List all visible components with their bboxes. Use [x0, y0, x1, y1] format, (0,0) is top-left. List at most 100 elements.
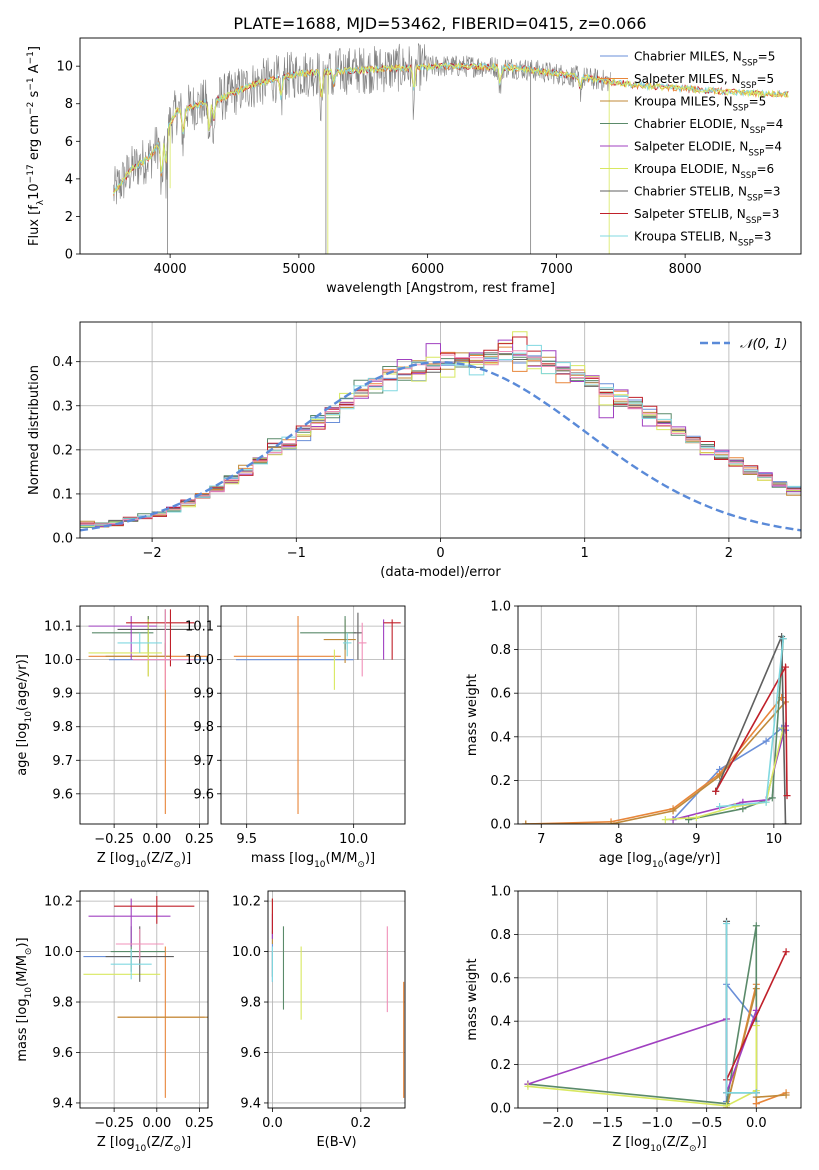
y-tick-label: 0.2: [490, 1058, 511, 1073]
y-tick-label: 9.8: [52, 720, 73, 735]
legend-label: Salpeter STELIB, NSSP=3: [634, 207, 779, 226]
x-tick-label: 1: [581, 546, 589, 561]
x-tick-label: 7000: [540, 262, 573, 277]
histogram-area: [80, 331, 801, 532]
legend-label: Kroupa ELODIE, NSSP=6: [634, 162, 774, 181]
x-tick-label: 7: [537, 832, 545, 847]
y-tick-label: 0.2: [52, 443, 73, 458]
x-axis-label-part: Z [log: [97, 1135, 135, 1150]
y-axis-label-part: −1: [26, 77, 36, 90]
y-tick-label: 0.0: [52, 532, 73, 547]
errorbar-area: [83, 896, 208, 1098]
errorbar-point: [357, 622, 367, 677]
x-axis-label-part: (M/M: [326, 851, 358, 866]
legend-label: Chabrier ELODIE, NSSP=4: [634, 117, 783, 136]
x-axis-label-part: age [log: [599, 851, 652, 866]
errorbar-area: [88, 609, 208, 814]
plus-marker: [607, 820, 615, 824]
x-axis-label: Z [log10(Z/Z⊙)]: [97, 851, 191, 870]
mass-weight-series-5: [527, 1025, 758, 1107]
x-tick-label: 0.00: [142, 832, 171, 847]
legend-label: Kroupa STELIB, NSSP=3: [634, 230, 772, 249]
x-axis-label-part: (Z/Z: [662, 1135, 689, 1150]
mass-weight-series-4: [527, 1010, 758, 1094]
x-axis-label: mass [log10(M/M⊙)]: [251, 851, 375, 870]
legend-label: Kroupa MILES, NSSP=5: [634, 95, 766, 114]
plus-marker: [752, 1022, 760, 1030]
x-axis-label: wavelength [Angstrom, rest frame]: [326, 281, 555, 296]
observed-spectrum: [113, 43, 611, 205]
x-axis-label-part: )]: [697, 1135, 707, 1150]
y-tick-label: 10.1: [44, 620, 73, 635]
x-tick-label: −0.5: [691, 1116, 723, 1131]
y-tick-label: 10.0: [185, 653, 214, 668]
chart-panel-1: −2 −1 0 1 2 0.0 0.1 0.2 0.3 0.4 (data-model)/error…: [27, 321, 802, 580]
y-tick-label: 9.6: [240, 1046, 261, 1061]
legend-subscript: SSP: [741, 171, 757, 181]
mass-weight-lines: [524, 917, 790, 1108]
plus-marker: [661, 816, 669, 824]
mass-weight-lines: [522, 633, 791, 824]
x-tick-label: −1.0: [641, 1116, 673, 1131]
y-tick-label: 8: [65, 97, 73, 112]
y-tick-label: 0.4: [490, 730, 511, 745]
plot-frame: [79, 890, 209, 1109]
plus-marker: [779, 635, 787, 643]
y-axis-label-part: (M/M: [15, 955, 30, 987]
y-axis-label: mass weight: [465, 674, 480, 756]
plus-marker: [752, 1100, 760, 1108]
x-tick-label: −1: [287, 546, 306, 561]
y-tick-label: 9.9: [193, 687, 214, 702]
y-axis-label: age [log10(age/yr)]: [15, 654, 34, 776]
plus-marker: [762, 798, 770, 806]
y-tick-label: 9.6: [52, 1046, 73, 1061]
y-tick-label: 0.1: [52, 487, 73, 502]
plus-marker: [752, 922, 760, 930]
legend-subscript: SSP: [746, 216, 762, 226]
legend-subscript: SSP: [750, 126, 766, 136]
errorbar-point: [383, 619, 401, 660]
y-tick-label: 9.9: [52, 687, 73, 702]
y-tick-label: 10.0: [44, 945, 73, 960]
errorbar-point: [105, 616, 171, 677]
y-axis-label-part: erg cm: [27, 115, 42, 164]
x-tick-label: 5000: [282, 262, 315, 277]
y-axis-label-part: ]: [27, 46, 42, 51]
x-axis-label-part: ⊙: [689, 1144, 697, 1154]
y-axis-label-part: Flux [f: [27, 205, 42, 246]
y-tick-label: 0.6: [490, 971, 511, 986]
y-tick-label: 0.3: [52, 399, 73, 414]
legend-subscript: SSP: [733, 104, 749, 114]
errorbar-area: [271, 898, 405, 1098]
plus-marker: [768, 794, 776, 802]
x-axis-label-part: )]: [181, 851, 191, 866]
y-tick-label: 10.2: [232, 895, 261, 910]
y-axis-label-part: ⊙: [24, 948, 34, 956]
plus-marker: [723, 1102, 731, 1108]
x-tick-label: 8: [615, 832, 623, 847]
y-axis-label-part: )]: [15, 937, 30, 947]
x-axis-label-part: Z [log: [97, 851, 135, 866]
x-tick-label: 2: [725, 546, 733, 561]
plot-frame: [79, 605, 209, 825]
y-axis-label: mass [log10(M/M⊙)]: [15, 937, 34, 1061]
y-axis-label-part: 10: [24, 711, 34, 723]
x-axis-label-part: mass [log: [251, 851, 314, 866]
plus-marker: [731, 803, 739, 811]
errorbar-point: [117, 946, 205, 1098]
x-tick-label: 0.0: [262, 1116, 283, 1131]
plus-marker: [782, 948, 790, 956]
y-axis-label-part: 10: [27, 183, 42, 200]
legend-label: 𝒩(0, 1): [740, 337, 787, 352]
y-axis-label-part: (: [15, 706, 30, 711]
x-tick-label: 4000: [154, 262, 187, 277]
x-axis-label-part: (Z/Z: [146, 851, 173, 866]
x-axis-label-part: (age/yr)]: [663, 851, 720, 866]
plot-frame: [517, 890, 802, 1109]
x-axis-label-part: ⊙: [173, 1144, 181, 1154]
plus-marker: [752, 1089, 760, 1097]
y-axis-label-part: A: [27, 64, 42, 77]
x-axis-label-part: ⊙: [357, 860, 365, 870]
